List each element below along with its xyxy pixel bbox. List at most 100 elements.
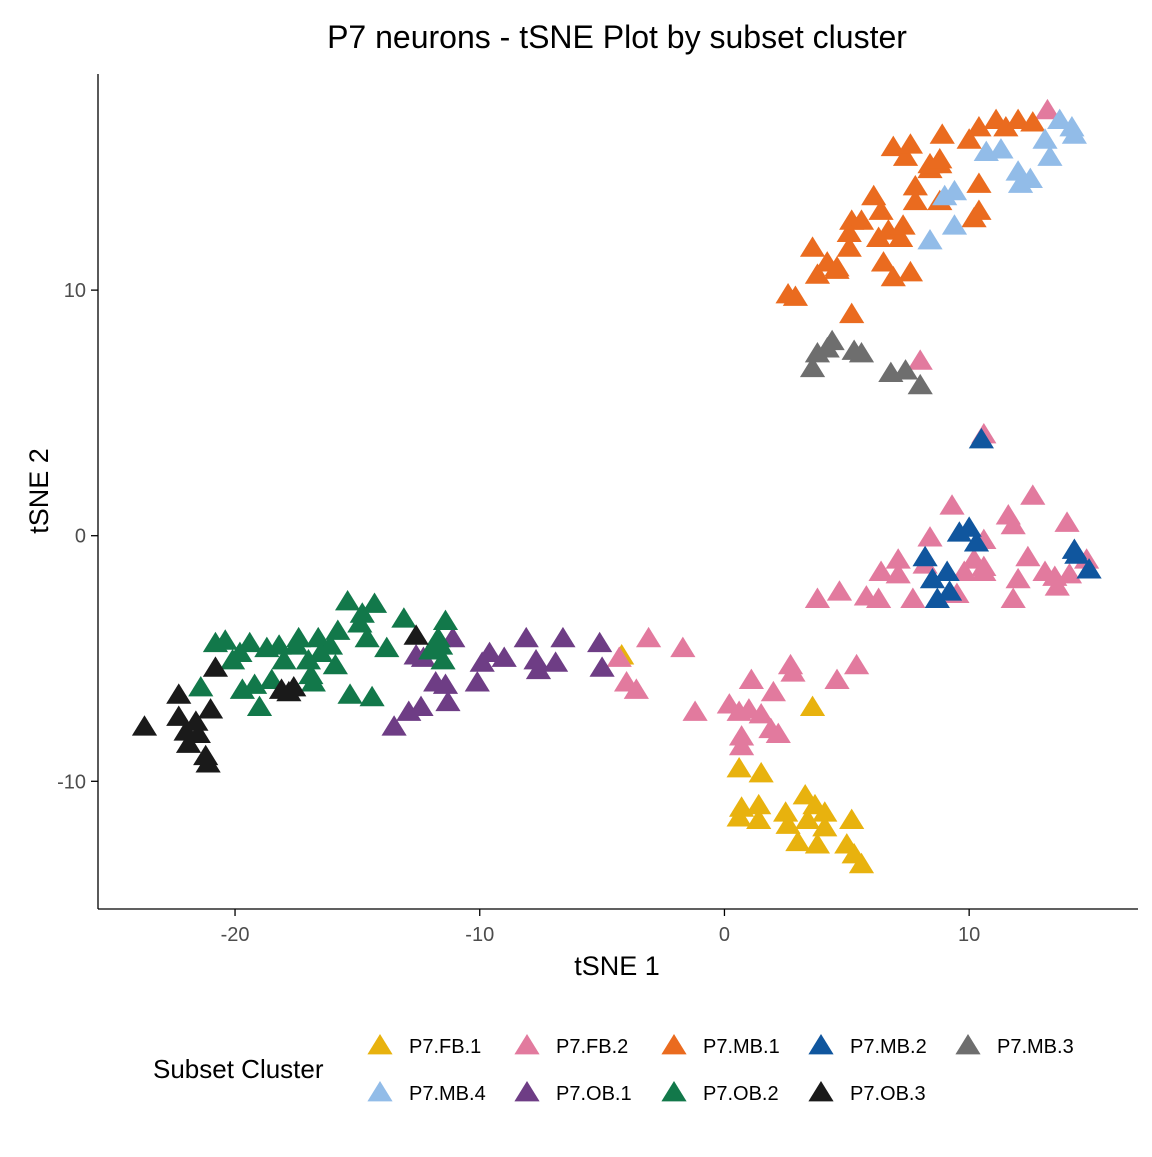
data-point	[587, 631, 613, 653]
data-point	[300, 671, 326, 692]
data-point	[317, 634, 344, 655]
data-point	[635, 626, 662, 648]
legend-item: P7.OB.1	[514, 1081, 632, 1105]
legend: Subset Cluster P7.FB.1 P7.FB.2 P7.MB.1 P7.M…	[153, 1034, 1074, 1105]
data-point	[799, 236, 826, 257]
data-point	[1017, 167, 1043, 189]
y-axis-label: tSNE 2	[24, 448, 54, 534]
data-point	[271, 648, 297, 670]
legend-item: P7.OB.3	[808, 1081, 926, 1105]
data-point	[286, 626, 312, 648]
data-point	[726, 757, 752, 778]
data-point	[726, 806, 752, 827]
data-point	[325, 619, 351, 640]
data-point	[1020, 111, 1046, 132]
x-tick-label: -20	[221, 924, 250, 946]
data-point	[912, 545, 938, 567]
y-axis-ticks: -10 0 10	[57, 280, 98, 793]
legend-item-label: P7.OB.2	[703, 1083, 779, 1105]
legend-item: P7.MB.3	[955, 1034, 1074, 1058]
data-point	[888, 226, 914, 247]
data-point	[550, 626, 576, 648]
legend-item-label: P7.OB.3	[850, 1083, 926, 1105]
data-point	[195, 752, 221, 773]
data-point	[408, 695, 434, 717]
legend-item: P7.FB.1	[367, 1034, 481, 1058]
data-point	[907, 349, 933, 370]
data-point	[799, 356, 826, 378]
data-point	[430, 648, 456, 670]
data-point	[885, 563, 911, 584]
data-point	[295, 648, 322, 670]
data-point	[843, 653, 870, 675]
data-point	[1056, 563, 1083, 584]
legend-key-marker	[808, 1034, 834, 1055]
data-point	[966, 172, 992, 193]
legend-item-label: P7.FB.2	[556, 1036, 628, 1058]
data-point	[897, 133, 924, 154]
data-point	[966, 116, 992, 137]
legend-item-label: P7.OB.1	[556, 1083, 632, 1105]
x-tick-label: -10	[465, 924, 494, 946]
data-point	[836, 236, 862, 257]
data-point	[890, 214, 916, 235]
legend-item: P7.FB.2	[514, 1034, 628, 1058]
data-point	[760, 680, 786, 702]
data-point	[861, 184, 887, 206]
data-point	[892, 359, 919, 380]
data-point	[848, 209, 875, 230]
data-point	[1044, 575, 1070, 596]
data-point	[951, 560, 977, 581]
data-point	[337, 683, 363, 704]
data-point	[902, 189, 928, 211]
data-point	[795, 808, 821, 829]
data-point	[868, 560, 894, 581]
legend-item: P7.MB.1	[661, 1034, 780, 1058]
data-point	[812, 801, 838, 822]
data-point	[956, 128, 982, 149]
data-point	[623, 678, 649, 699]
legend-key-marker	[661, 1081, 687, 1102]
data-point	[824, 668, 850, 690]
data-point	[432, 673, 459, 694]
data-point	[523, 648, 549, 670]
data-point	[491, 646, 517, 667]
data-point	[1015, 545, 1041, 567]
data-point	[917, 229, 943, 250]
data-point	[1032, 128, 1058, 149]
data-point	[746, 793, 772, 815]
data-point	[513, 626, 539, 648]
data-point	[1005, 108, 1031, 130]
data-point	[870, 251, 897, 272]
data-point	[435, 690, 461, 712]
data-point	[1061, 123, 1087, 144]
data-point	[907, 373, 933, 395]
legend-title: Subset Cluster	[153, 1054, 324, 1084]
legend-item: P7.OB.2	[661, 1081, 779, 1105]
data-point	[804, 587, 831, 608]
data-point	[804, 263, 831, 284]
data-point	[1054, 511, 1080, 532]
legend-item: P7.MB.2	[808, 1034, 927, 1058]
data-point	[836, 221, 862, 243]
data-point	[848, 341, 875, 363]
legend-key-marker	[367, 1081, 393, 1102]
data-point	[359, 685, 385, 707]
data-point	[785, 830, 811, 852]
legend-item-label: P7.MB.3	[997, 1036, 1074, 1058]
data-point	[543, 651, 569, 672]
data-point	[361, 592, 388, 613]
data-point	[885, 548, 911, 569]
data-point	[993, 116, 1019, 137]
data-point	[202, 656, 229, 677]
data-point	[819, 329, 845, 351]
data-point	[746, 808, 772, 829]
data-point	[839, 302, 865, 324]
legend-key-marker	[661, 1034, 687, 1055]
data-point	[374, 636, 400, 658]
legend-key-marker	[367, 1034, 393, 1055]
data-point	[197, 698, 224, 719]
legend-item-label: P7.MB.4	[409, 1083, 486, 1105]
data-point	[941, 214, 968, 235]
